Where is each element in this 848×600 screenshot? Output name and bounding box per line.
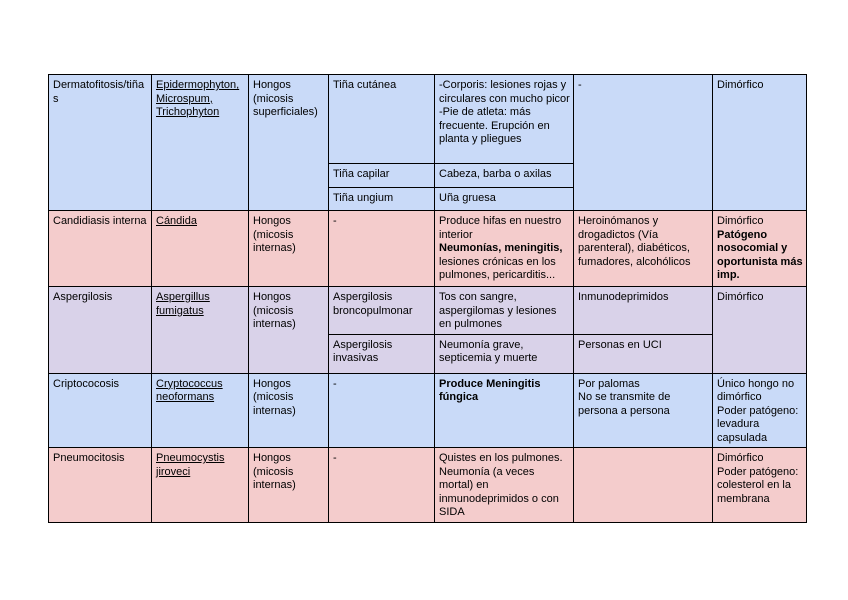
candidiasis-clinical-rest: lesiones crónicas en los pulmones, peric… — [439, 255, 556, 282]
cell-aspergilosis-notes: Dimórfico — [712, 286, 807, 374]
cell-criptococosis-risk: Por palomas No se transmite de persona a… — [573, 372, 713, 448]
pneumocitosis-notes-line2: Poder patógeno: colesterol en la membran… — [717, 465, 799, 505]
pneumocitosis-notes-line1: Dimórfico — [717, 452, 764, 464]
cell-candidiasis-form: - — [328, 210, 435, 287]
cell-pneumocitosis-risk — [573, 447, 713, 523]
candidiasis-notes-bold: Patógeno nosocomial y oportunista más im… — [717, 228, 803, 282]
row-dermatofitosis: Dermatofitosis/tiñas Epidermophyton, Mic… — [48, 74, 807, 211]
criptococosis-clinical-bold: Produce Meningitis fúngica — [439, 377, 541, 404]
cell-criptococosis-clinical: Produce Meningitis fúngica — [434, 372, 574, 448]
tinea-corporis-text: -Corporis: lesiones rojas y circulares c… — [439, 79, 570, 105]
cell-dermatofitosis-notes: Dimórfico — [712, 74, 807, 211]
cell-criptococosis-form: - — [328, 372, 435, 448]
row-candidiasis: Candidiasis interna Cándida Hongos (mico… — [48, 210, 807, 287]
candidiasis-clinical-bold: Neumonías, meningitis, — [439, 242, 563, 254]
cell-criptococosis-notes: Único hongo no dimórfico Poder patógeno:… — [712, 372, 807, 448]
cell-aspergilosis-disease: Aspergilosis — [48, 286, 152, 374]
cell-criptococosis-agent: Cryptococcus neoformans — [151, 372, 249, 448]
cell-tinea-capilar-form: Tiña capilar — [328, 163, 435, 188]
cell-criptococosis-disease: Criptococosis — [48, 372, 152, 448]
cell-candidiasis-clinical: Produce hifas en nuestro interior Neumon… — [434, 210, 574, 287]
cell-tinea-cutanea-form: Tiña cutánea — [328, 74, 435, 164]
criptococosis-notes-line2: Poder patógeno: levadura capsulada — [717, 404, 799, 444]
cell-dermatofitosis-agent: Epidermophyton, Microspum, Trichophyton — [151, 74, 249, 211]
cell-pneumocitosis-disease: Pneumocitosis — [48, 447, 152, 523]
pie-de-atleta-text: -Pie de atleta: más frecuente. Erupción … — [439, 106, 550, 145]
row-aspergilosis: Aspergilosis Aspergillus fumigatus Hongo… — [48, 286, 807, 374]
cell-tinea-ungium-form: Tiña ungium — [328, 187, 435, 211]
cell-aspergilosis-invasivas-risk: Personas en UCI — [573, 333, 713, 374]
cell-tinea-capilar-clinical: Cabeza, barba o axilas — [434, 163, 574, 188]
cell-tinea-cutanea-clinical: -Corporis: lesiones rojas y circulares c… — [434, 74, 574, 164]
mycoses-table: Dermatofitosis/tiñas Epidermophyton, Mic… — [48, 74, 807, 523]
cell-dermatofitosis-disease: Dermatofitosis/tiñas — [48, 74, 152, 211]
cell-criptococosis-type: Hongos (micosis internas) — [248, 372, 329, 448]
cell-aspergilosis-invasivas-form: Aspergilosis invasivas — [328, 333, 435, 374]
criptococosis-risk-line1: Por palomas — [578, 377, 640, 390]
cell-candidiasis-risk: Heroinómanos y drogadictos (Vía parenter… — [573, 210, 713, 287]
cell-aspergilosis-invasivas-clinical: Neumonía grave, septicemia y muerte — [434, 333, 574, 374]
cell-aspergilosis-agent: Aspergillus fumigatus — [151, 286, 249, 374]
cell-pneumocitosis-clinical: Quistes en los pulmones. Neumonía (a vec… — [434, 447, 574, 523]
cell-dermatofitosis-type: Hongos (micosis superficiales) — [248, 74, 329, 211]
cell-pneumocitosis-type: Hongos (micosis internas) — [248, 447, 329, 523]
cell-candidiasis-type: Hongos (micosis internas) — [248, 210, 329, 287]
row-criptococosis: Criptococosis Cryptococcus neoformans Ho… — [48, 372, 807, 448]
candidiasis-notes-plain: Dimórfico — [717, 215, 764, 227]
cell-aspergilosis-broncopulmonar-form: Aspergilosis broncopulmonar — [328, 286, 435, 335]
cell-dermatofitosis-risk: - — [573, 74, 713, 211]
cell-candidiasis-notes: Dimórfico Patógeno nosocomial y oportuni… — [712, 210, 807, 287]
row-tinea-capilar: Tiña capilar Cabeza, barba o axilas — [49, 163, 807, 188]
cell-pneumocitosis-form: - — [328, 447, 435, 523]
cell-aspergilosis-type: Hongos (micosis internas) — [248, 286, 329, 374]
cell-candidiasis-disease: Candidiasis interna — [48, 210, 152, 287]
cell-candidiasis-agent: Cándida — [151, 210, 249, 287]
cell-pneumocitosis-notes: Dimórfico Poder patógeno: colesterol en … — [712, 447, 807, 523]
criptococosis-risk-line2: No se transmite de persona a persona — [578, 391, 671, 417]
row-pneumocitosis: Pneumocitosis Pneumocystis jiroveci Hong… — [48, 447, 807, 523]
candidiasis-clinical-intro: Produce hifas en nuestro interior — [439, 215, 562, 241]
row-tinea-ungium: Tiña ungium Uña gruesa — [49, 187, 807, 211]
cell-pneumocitosis-agent: Pneumocystis jiroveci — [151, 447, 249, 523]
criptococosis-notes-line1: Único hongo no dimórfico — [717, 377, 795, 404]
row-aspergilosis-invasivas: Aspergilosis invasivas Neumonía grave, s… — [49, 333, 807, 374]
cell-aspergilosis-broncopulmonar-risk: Inmunodeprimidos — [573, 286, 713, 335]
cell-aspergilosis-broncopulmonar-clinical: Tos con sangre, aspergilomas y lesiones … — [434, 286, 574, 335]
cell-tinea-ungium-clinical: Uña gruesa — [434, 187, 574, 211]
